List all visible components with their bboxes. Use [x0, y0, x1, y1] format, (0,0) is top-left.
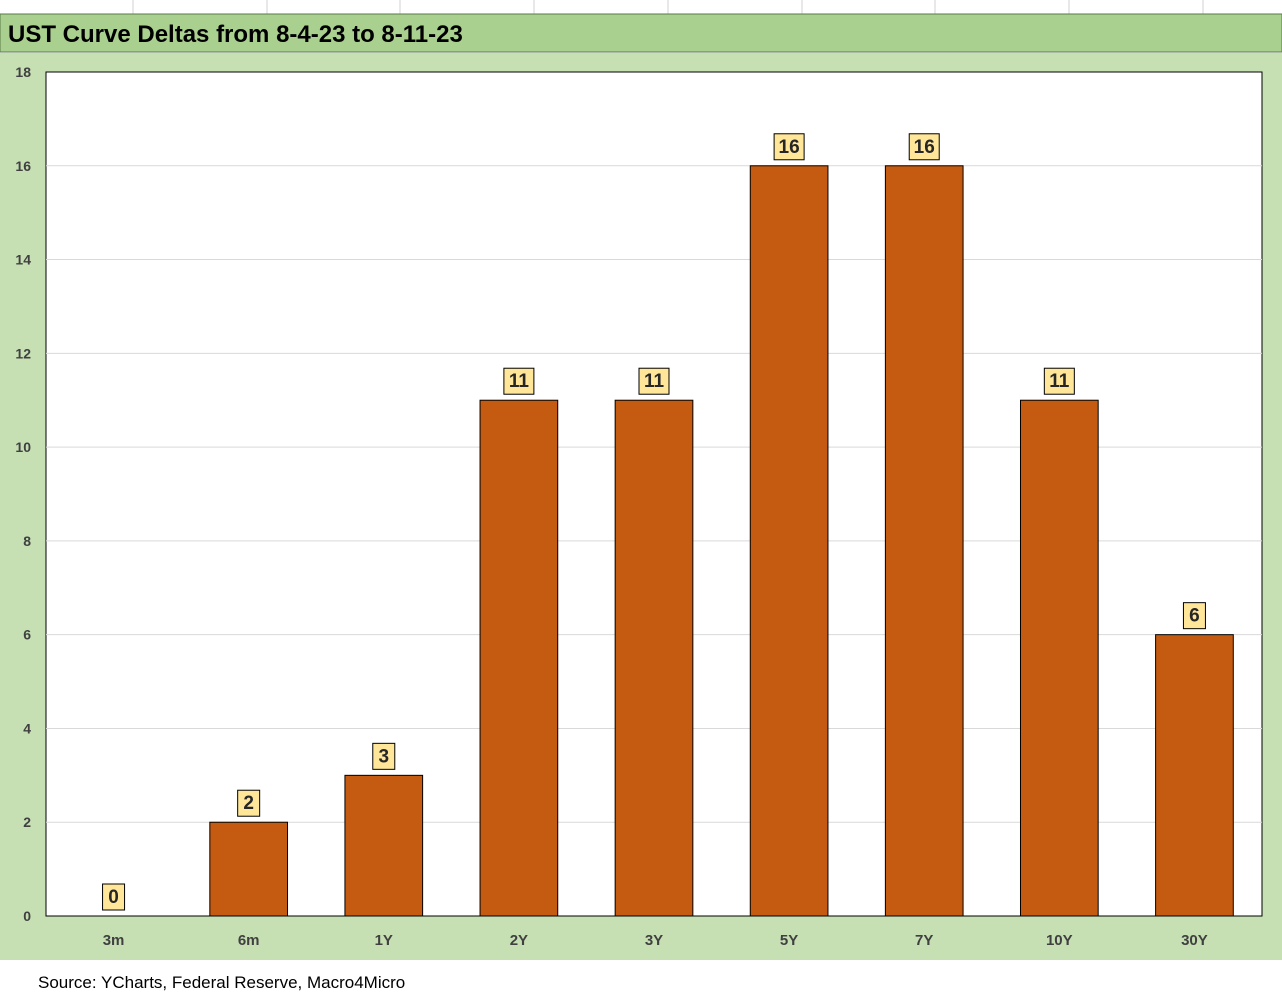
- data-label: 3: [378, 746, 389, 767]
- data-label-box: [773, 133, 805, 161]
- data-label: 11: [644, 371, 665, 392]
- bar-30y: [1155, 634, 1234, 917]
- data-label-box: [638, 367, 670, 395]
- x-tick-label: 7Y: [915, 932, 933, 949]
- y-tick-label: 10: [15, 439, 31, 455]
- data-label: 2: [243, 793, 254, 814]
- bar-6m: [209, 821, 289, 917]
- bars: [209, 165, 1234, 917]
- x-tick-label: 30Y: [1181, 932, 1208, 949]
- x-tick-label: 3m: [103, 932, 125, 949]
- sheet-column-lines: [132, 0, 1204, 14]
- data-label: 11: [509, 371, 530, 392]
- y-tick-label: 0: [23, 908, 31, 924]
- x-tick-label: 6m: [238, 932, 260, 949]
- x-axis-ticks: 3m 6m 1Y 2Y 3Y 5Y 7Y 10Y 30Y: [103, 932, 1208, 949]
- y-axis-ticks: 0 2 4 6 8 10 12 14 16 18: [15, 64, 31, 924]
- data-label: 16: [779, 137, 800, 158]
- title-bar: [0, 13, 1282, 53]
- bar-10y: [1019, 399, 1099, 917]
- data-label: 11: [1049, 371, 1070, 392]
- bar-5y: [749, 165, 829, 917]
- chart-title: UST Curve Deltas from 8-4-23 to 8-11-23: [8, 21, 463, 48]
- data-label-box: [1043, 367, 1075, 395]
- y-tick-label: 16: [15, 158, 31, 174]
- sheet-header-strip: [0, 0, 1282, 14]
- x-tick-label: 3Y: [645, 932, 663, 949]
- x-tick-label: 2Y: [510, 932, 528, 949]
- y-tick-label: 2: [23, 814, 31, 830]
- bar-2y: [479, 399, 559, 917]
- y-tick-label: 4: [23, 720, 31, 736]
- source-note: Source: YCharts, Federal Reserve, Macro4…: [38, 973, 405, 992]
- y-tick-label: 14: [15, 252, 31, 268]
- bar-3y: [614, 399, 694, 917]
- bar-7y: [884, 165, 964, 917]
- data-label: 16: [914, 137, 935, 158]
- x-tick-label: 5Y: [780, 932, 798, 949]
- x-tick-label: 1Y: [375, 932, 393, 949]
- x-tick-label: 10Y: [1046, 932, 1073, 949]
- data-label: 6: [1189, 606, 1200, 627]
- data-label: 0: [108, 887, 119, 908]
- y-tick-label: 8: [23, 533, 31, 549]
- data-label-box: [372, 742, 396, 770]
- y-tick-label: 18: [15, 64, 31, 80]
- bar-1y: [344, 774, 424, 917]
- data-label-box: [102, 883, 126, 911]
- data-label-box: [908, 133, 940, 161]
- data-labels: 0 2 3 11 11 16 16 11 6: [102, 133, 1206, 911]
- data-label-box: [237, 789, 261, 817]
- y-tick-label: 12: [15, 345, 31, 361]
- data-label-box: [503, 367, 535, 395]
- y-tick-label: 6: [23, 627, 31, 643]
- data-label-box: [1182, 602, 1206, 630]
